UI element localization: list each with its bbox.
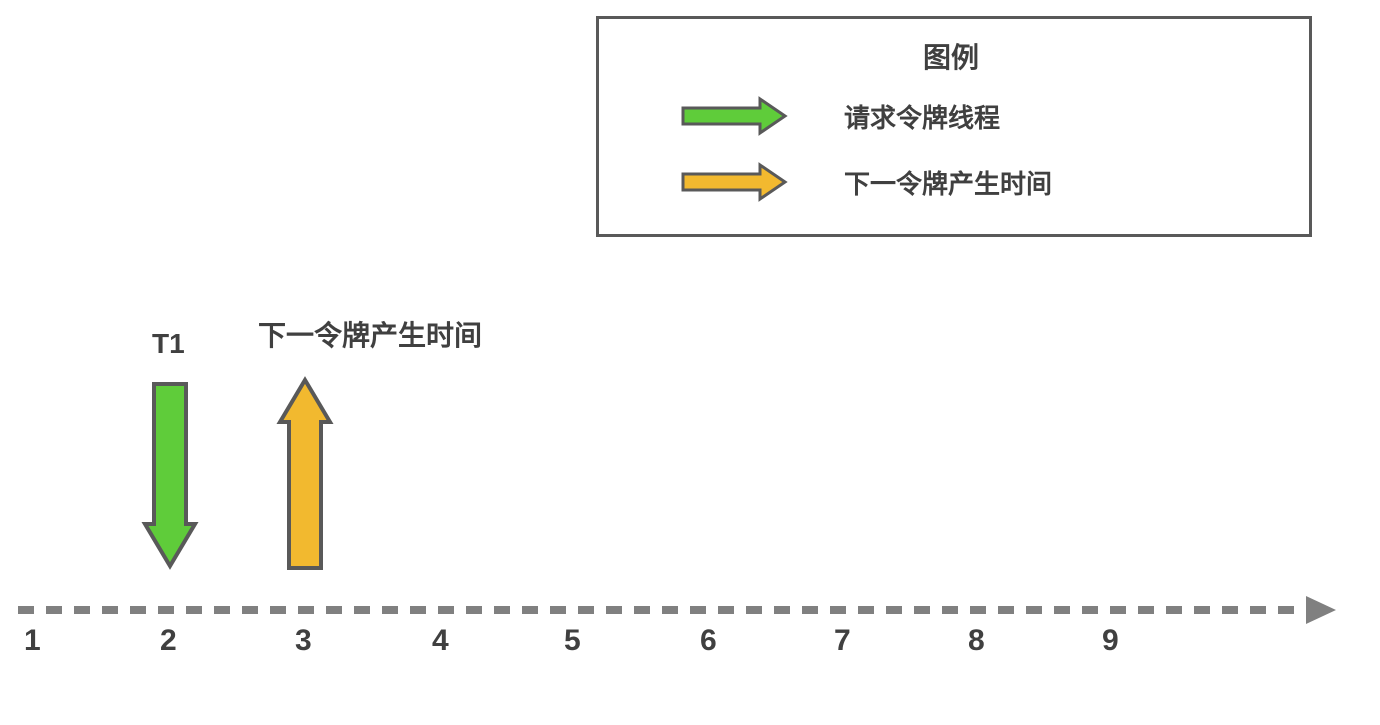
timeline-dash xyxy=(186,606,202,614)
timeline-dash xyxy=(158,606,174,614)
timeline-dash xyxy=(1278,606,1294,614)
timeline-tick-label: 2 xyxy=(160,624,177,658)
timeline-dash xyxy=(774,606,790,614)
timeline-dash xyxy=(606,606,622,614)
arrow-down-green-icon xyxy=(141,380,199,570)
arrow-right-orange-icon xyxy=(680,162,788,202)
timeline-dash xyxy=(746,606,762,614)
timeline-dash xyxy=(1222,606,1238,614)
legend-row: 请求令牌线程 xyxy=(680,96,1000,136)
timeline-dash xyxy=(1054,606,1070,614)
timeline-dash xyxy=(998,606,1014,614)
timeline-dash xyxy=(214,606,230,614)
timeline-dash xyxy=(858,606,874,614)
timeline-dash xyxy=(298,606,314,614)
legend-title: 图例 xyxy=(596,36,1306,76)
timeline-dash xyxy=(942,606,958,614)
event-label: T1 xyxy=(152,328,185,360)
timeline-dash xyxy=(410,606,426,614)
timeline-arrowhead-icon xyxy=(1306,596,1336,624)
timeline-dash xyxy=(494,606,510,614)
timeline-dash xyxy=(242,606,258,614)
timeline-dash xyxy=(326,606,342,614)
arrow-up-orange-icon xyxy=(276,376,334,572)
timeline-dash xyxy=(1082,606,1098,614)
timeline-tick-label: 1 xyxy=(24,624,41,658)
timeline-axis xyxy=(18,596,1360,624)
legend-label: 下一令牌产生时间 xyxy=(844,164,1052,201)
timeline-tick-label: 3 xyxy=(295,624,312,658)
timeline-dash xyxy=(382,606,398,614)
legend-row: 下一令牌产生时间 xyxy=(680,162,1052,202)
timeline-dash xyxy=(438,606,454,614)
timeline-dash xyxy=(914,606,930,614)
timeline-dash xyxy=(550,606,566,614)
timeline-dash xyxy=(690,606,706,614)
timeline-tick-label: 5 xyxy=(564,624,581,658)
timeline-dash xyxy=(1138,606,1154,614)
timeline-dash xyxy=(1110,606,1126,614)
timeline-tick-label: 4 xyxy=(432,624,449,658)
arrow-right-green-icon xyxy=(680,96,788,136)
timeline-tick-label: 9 xyxy=(1102,624,1119,658)
timeline-tick-label: 8 xyxy=(968,624,985,658)
timeline-dash xyxy=(634,606,650,614)
timeline-dash xyxy=(102,606,118,614)
event-label: 下一令牌产生时间 xyxy=(258,314,482,354)
timeline-dash xyxy=(578,606,594,614)
timeline-dash xyxy=(354,606,370,614)
timeline-dash xyxy=(1194,606,1210,614)
timeline-dash xyxy=(1026,606,1042,614)
timeline-dash xyxy=(1250,606,1266,614)
timeline-dash xyxy=(802,606,818,614)
timeline-dash xyxy=(270,606,286,614)
timeline-tick-label: 6 xyxy=(700,624,717,658)
timeline-dash xyxy=(970,606,986,614)
timeline-dash xyxy=(466,606,482,614)
timeline-dash xyxy=(74,606,90,614)
timeline-dash xyxy=(662,606,678,614)
timeline-dash xyxy=(130,606,146,614)
timeline-dash xyxy=(46,606,62,614)
timeline-dash xyxy=(886,606,902,614)
timeline-tick-label: 7 xyxy=(834,624,851,658)
timeline-dash xyxy=(522,606,538,614)
timeline-dash xyxy=(1166,606,1182,614)
legend-label: 请求令牌线程 xyxy=(844,98,1000,135)
timeline-dash xyxy=(830,606,846,614)
timeline-dash xyxy=(18,606,34,614)
timeline-dash xyxy=(718,606,734,614)
